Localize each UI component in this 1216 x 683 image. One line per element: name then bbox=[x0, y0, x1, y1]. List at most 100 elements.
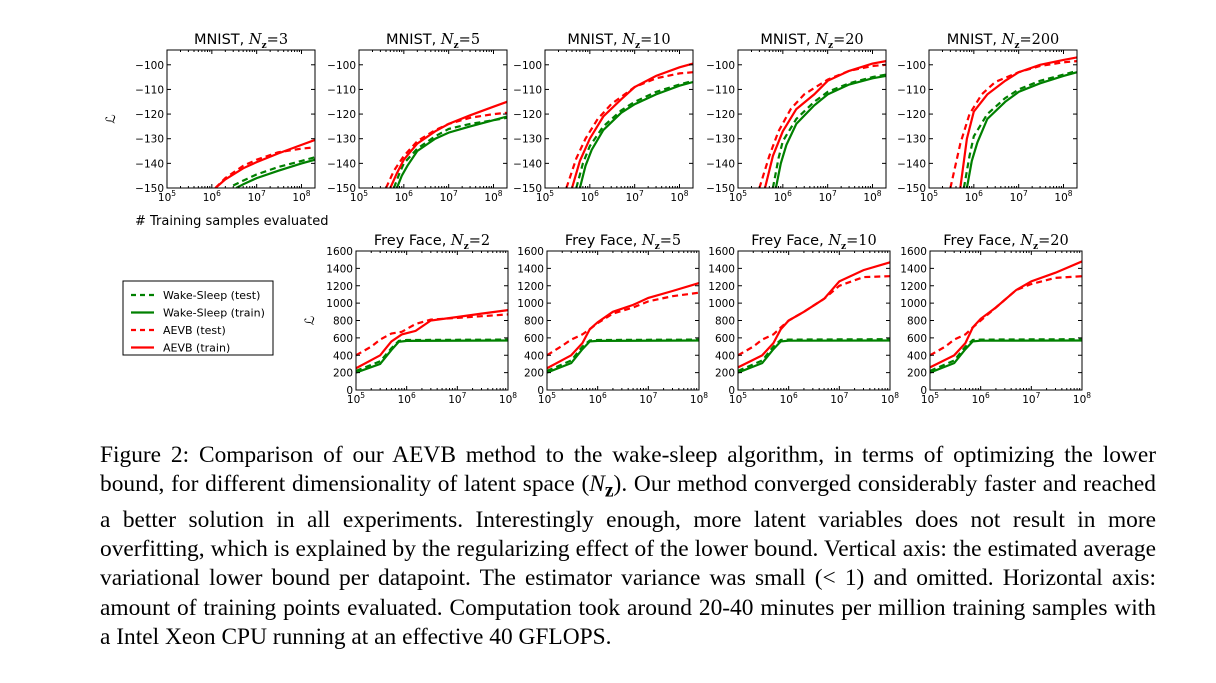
y-tick-label: −120 bbox=[513, 109, 542, 121]
caption-nz-subscript: z bbox=[604, 480, 614, 502]
y-tick-label: 200 bbox=[907, 368, 927, 380]
series-group-mnist-20 bbox=[758, 60, 886, 188]
axes-frame-mnist-200 bbox=[928, 49, 1078, 189]
series-aevb-test-frey-10 bbox=[738, 275, 890, 357]
series-wake-sleep-train-mnist-5 bbox=[395, 115, 507, 188]
y-tick-label: 1400 bbox=[517, 263, 544, 275]
series-group-mnist-10 bbox=[565, 62, 693, 188]
legend-frame bbox=[122, 280, 274, 356]
x-tick-label: 106 bbox=[589, 391, 607, 406]
x-tick-label: 105 bbox=[538, 391, 556, 406]
y-tick-label: 600 bbox=[907, 333, 927, 345]
figure-caption: Figure 2: Comparison of our AEVB method … bbox=[100, 441, 1156, 652]
caption-text-1: Comparison of our AEVB method to the wak… bbox=[100, 442, 1156, 498]
y-tick-label: −140 bbox=[135, 158, 164, 170]
x-tick-label: 106 bbox=[972, 391, 990, 406]
y-tick-label: −110 bbox=[513, 84, 542, 96]
series-aevb-train-frey-2 bbox=[356, 309, 508, 370]
series-wake-sleep-test-mnist-200 bbox=[962, 69, 1077, 188]
y-tick-label: 1400 bbox=[326, 263, 353, 275]
y-tick-label: −140 bbox=[513, 158, 542, 170]
y-tick-label: −130 bbox=[897, 134, 926, 146]
y-tick-label: −120 bbox=[897, 109, 926, 121]
legend-label: AEVB (test) bbox=[163, 324, 226, 337]
series-wake-sleep-test-frey-20 bbox=[930, 338, 1082, 372]
y-tick-label: 600 bbox=[333, 333, 353, 345]
axes-frame-mnist-5 bbox=[358, 49, 508, 189]
x-tick-label: 107 bbox=[248, 189, 266, 204]
y-tick-label: 200 bbox=[333, 368, 353, 380]
series-wake-sleep-train-frey-2 bbox=[356, 339, 508, 374]
x-tick-label: 106 bbox=[395, 189, 413, 204]
series-aevb-train-frey-5 bbox=[547, 282, 699, 370]
series-aevb-test-mnist-20 bbox=[758, 63, 886, 188]
x-tick-label: 107 bbox=[626, 189, 644, 204]
x-tick-label: 108 bbox=[670, 189, 688, 204]
x-tick-label: 105 bbox=[536, 189, 554, 204]
x-tick-label: 108 bbox=[863, 189, 881, 204]
x-tick-label: 106 bbox=[965, 189, 983, 204]
x-tick-label: 108 bbox=[292, 189, 310, 204]
y-tick-label: −140 bbox=[327, 158, 356, 170]
series-aevb-test-frey-5 bbox=[547, 291, 699, 357]
caption-text-2: ). Our method converged considerably fas… bbox=[100, 471, 1156, 592]
series-aevb-test-frey-2 bbox=[356, 313, 508, 357]
y-tick-label: 600 bbox=[715, 333, 735, 345]
y-tick-label: 1200 bbox=[708, 281, 735, 293]
x-tick-label: 108 bbox=[484, 189, 502, 204]
y-tick-label: −150 bbox=[706, 183, 735, 195]
y-tick-label: 0 bbox=[537, 385, 544, 397]
series-wake-sleep-train-mnist-3 bbox=[235, 158, 315, 188]
y-tick-label: 0 bbox=[728, 385, 735, 397]
y-tick-label: 1200 bbox=[326, 281, 353, 293]
series-group-mnist-5 bbox=[385, 100, 507, 188]
y-tick-label: 1000 bbox=[900, 298, 927, 310]
series-group-frey-20 bbox=[930, 260, 1082, 374]
series-aevb-test-mnist-200 bbox=[949, 60, 1077, 188]
x-tick-label: 106 bbox=[780, 391, 798, 406]
x-tick-label: 107 bbox=[819, 189, 837, 204]
series-wake-sleep-test-frey-5 bbox=[547, 338, 699, 372]
y-tick-label: 1600 bbox=[326, 246, 353, 258]
subplot-title-mnist-200: MNIST, Nz=200 bbox=[947, 32, 1060, 51]
y-tick-label: 1600 bbox=[900, 246, 927, 258]
x-axis-label: # Training samples evaluated bbox=[135, 214, 328, 229]
x-tick-label: 108 bbox=[1073, 391, 1091, 406]
y-tick-label: 600 bbox=[524, 333, 544, 345]
caption-nz-symbol: N bbox=[589, 471, 605, 498]
y-tick-label: 0 bbox=[920, 385, 927, 397]
x-tick-label: 107 bbox=[1010, 189, 1028, 204]
y-tick-label: −100 bbox=[135, 60, 164, 72]
subplot-title-mnist-10: MNIST, Nz=10 bbox=[567, 32, 670, 51]
y-tick-label: 1000 bbox=[517, 298, 544, 310]
y-tick-label: 1200 bbox=[517, 281, 544, 293]
legend-label: Wake-Sleep (test) bbox=[163, 289, 260, 302]
y-tick-label: −120 bbox=[327, 109, 356, 121]
x-tick-label: 105 bbox=[729, 189, 747, 204]
subplot-title-mnist-5: MNIST, Nz=5 bbox=[386, 32, 480, 51]
y-tick-label: −100 bbox=[706, 60, 735, 72]
x-tick-label: 108 bbox=[499, 391, 517, 406]
axes-frame-mnist-10 bbox=[544, 49, 694, 189]
series-wake-sleep-test-mnist-3 bbox=[232, 156, 315, 187]
y-tick-label: −120 bbox=[135, 109, 164, 121]
y-tick-label: 800 bbox=[907, 316, 927, 328]
series-wake-sleep-test-mnist-20 bbox=[771, 73, 886, 188]
y-tick-label: −150 bbox=[897, 183, 926, 195]
series-aevb-train-mnist-200 bbox=[959, 56, 1077, 188]
x-tick-label: 106 bbox=[398, 391, 416, 406]
y-tick-label: 400 bbox=[907, 350, 927, 362]
axes-frame-frey-10 bbox=[737, 250, 891, 391]
y-tick-label: −130 bbox=[135, 134, 164, 146]
x-tick-label: 108 bbox=[881, 391, 899, 406]
y-tick-label: −150 bbox=[513, 183, 542, 195]
